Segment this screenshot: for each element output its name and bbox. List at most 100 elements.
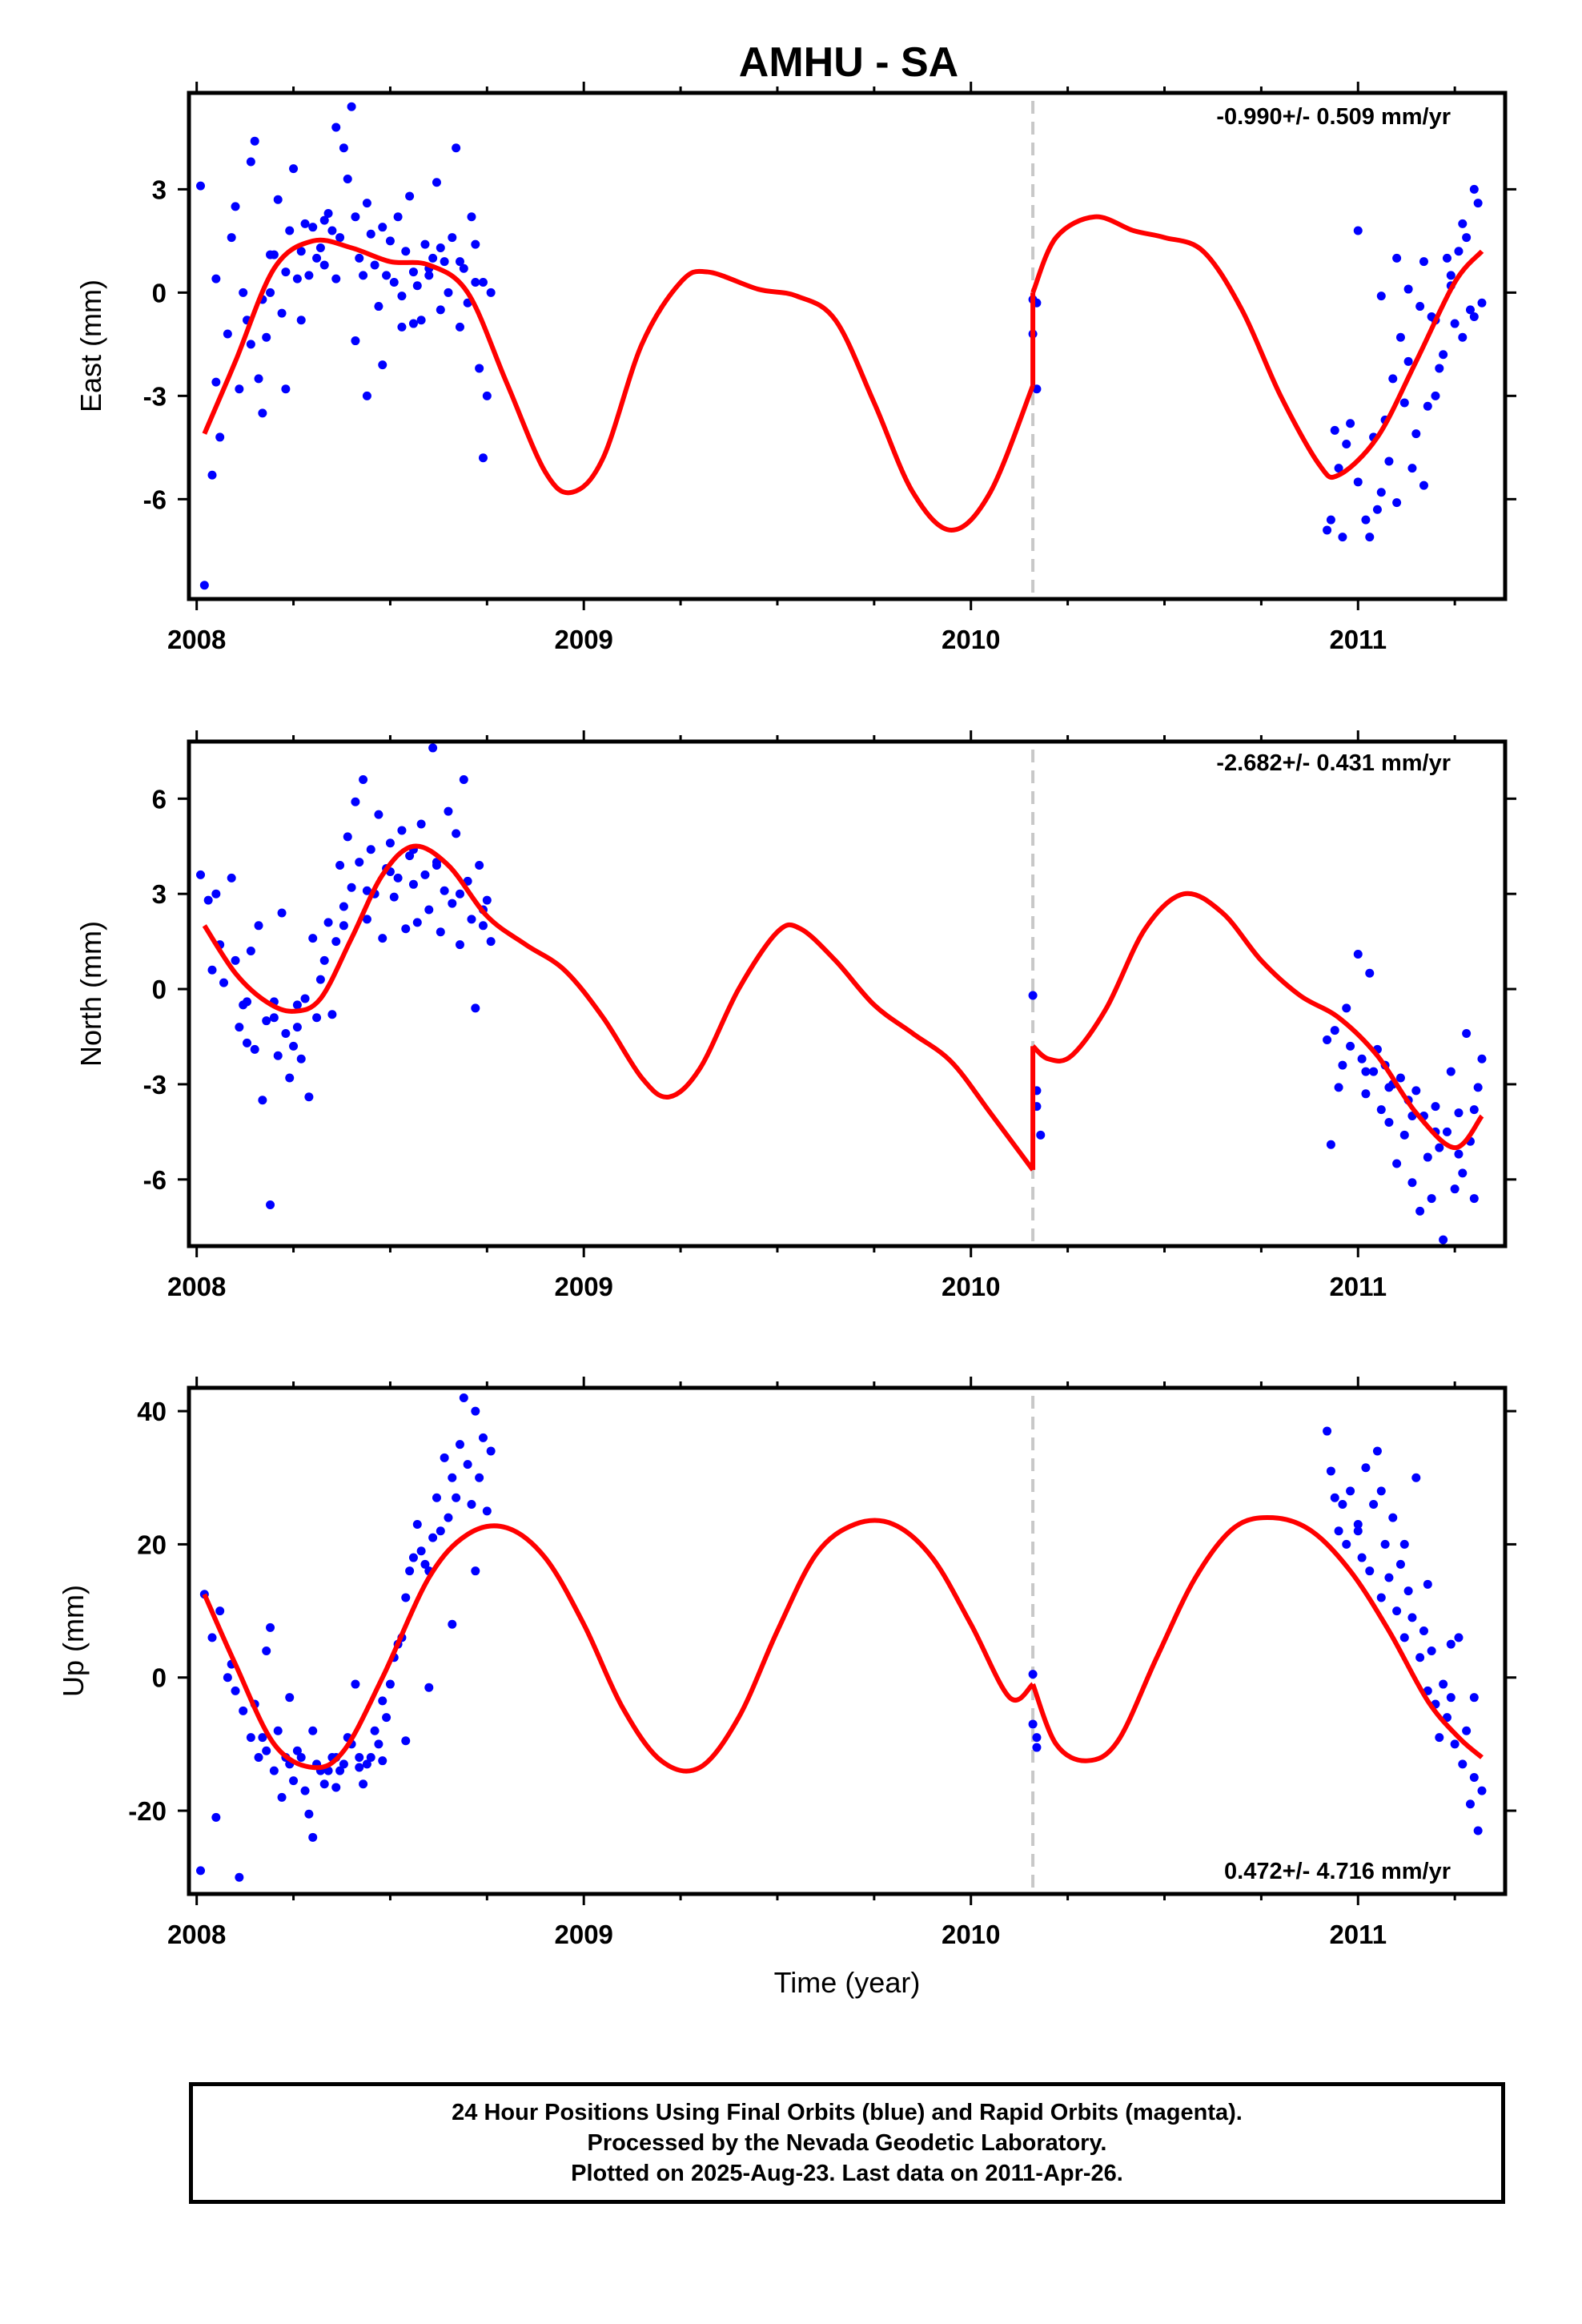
east-data-point: [347, 102, 356, 111]
north-model-curve: [202, 843, 1035, 1172]
up-data-point: [1330, 1493, 1339, 1502]
north-data-point: [1439, 1235, 1448, 1244]
up-data-point: [455, 1440, 464, 1449]
north-data-point: [1458, 1168, 1468, 1178]
east-data-point: [231, 202, 240, 211]
east-data-point: [436, 243, 445, 252]
up-data-point: [239, 1706, 248, 1715]
east-data-point: [296, 316, 306, 325]
east-data-point: [281, 384, 291, 394]
up-data-point: [277, 1792, 287, 1802]
north-data-point: [475, 861, 484, 870]
north-data-point: [1442, 1127, 1452, 1136]
east-data-point: [319, 215, 329, 225]
north-data-point: [258, 1096, 267, 1105]
up-data-point: [412, 1519, 422, 1529]
north-data-point: [308, 934, 318, 943]
north-data-point: [231, 955, 240, 965]
up-model-curve-2: [1030, 1514, 1484, 1763]
east-data-point: [1330, 425, 1339, 435]
east-data-point: [335, 233, 345, 243]
north-data-point: [1369, 1067, 1379, 1076]
up-data-point: [448, 1473, 457, 1482]
east-data-point: [459, 263, 468, 273]
north-data-point: [1399, 1130, 1409, 1140]
east-data-point: [1469, 184, 1479, 194]
north-data-point: [1346, 1041, 1355, 1051]
north-data-point: [467, 915, 476, 924]
east-data-point: [266, 287, 275, 297]
east-data-point: [277, 308, 287, 318]
east-ylabel: East (mm): [74, 279, 107, 412]
east-data-point: [482, 391, 492, 400]
east-data-point: [370, 260, 379, 270]
north-data-point: [331, 937, 341, 947]
up-data-point: [1338, 1500, 1347, 1510]
north-data-point: [281, 1029, 291, 1039]
north-data-point: [292, 1023, 302, 1032]
north-data-point: [277, 908, 287, 918]
north-data-point: [327, 1010, 337, 1019]
east-data-point: [1372, 505, 1382, 514]
east-data-point: [258, 408, 267, 418]
up-data-point: [1473, 1826, 1483, 1835]
north-y-tick-label: 0: [152, 975, 167, 1004]
east-data-point: [1388, 374, 1398, 384]
up-x-tick-label: 2011: [1329, 1920, 1387, 1949]
up-data-point: [1369, 1500, 1379, 1510]
east-data-point: [478, 277, 488, 287]
up-frame: [187, 1385, 1508, 1896]
east-data-point: [1334, 464, 1343, 473]
north-data-point: [1477, 1054, 1487, 1063]
east-data-point: [362, 199, 371, 208]
up-data-point: [420, 1559, 430, 1569]
east-data-point: [1353, 477, 1363, 487]
up-data-point: [1028, 1719, 1038, 1729]
north-data-point: [1446, 1067, 1456, 1076]
east-data-point: [1439, 350, 1448, 360]
east-data-point: [308, 223, 318, 232]
east-data-point: [486, 287, 496, 297]
north-x-tick-label: 2011: [1329, 1272, 1387, 1301]
up-panel: 2008 2009 2010 2011 40 20 0 -20 Up (mm) 0.472+/…: [57, 1377, 1516, 1949]
up-data-point: [482, 1506, 492, 1516]
up-data-point: [378, 1756, 387, 1766]
east-data-point: [382, 271, 391, 280]
up-data-point: [262, 1746, 271, 1755]
up-data-point: [471, 1406, 480, 1416]
up-data-point: [258, 1733, 267, 1743]
north-data-point: [339, 921, 348, 931]
up-data-point: [300, 1786, 310, 1795]
up-data-point: [1446, 1693, 1456, 1703]
east-data-point: [378, 223, 387, 232]
east-data-point: [1473, 199, 1483, 208]
east-data-point: [440, 257, 449, 267]
north-data-point: [285, 1073, 295, 1083]
east-data-point: [408, 267, 418, 277]
north-panel: 2008 2009 2010 2011 6 3 0 -3 -6 North (mm) -2.68…: [74, 730, 1516, 1301]
east-data-point: [467, 212, 476, 222]
east-data-point: [227, 233, 236, 243]
up-data-point: [428, 1533, 438, 1542]
up-data-point: [1392, 1606, 1402, 1616]
up-data-point: [1028, 1670, 1038, 1679]
east-data-point: [1392, 253, 1402, 263]
up-data-point: [207, 1633, 217, 1642]
up-data-point: [223, 1673, 232, 1683]
east-data-point: [378, 360, 387, 370]
up-data-point: [475, 1473, 484, 1482]
north-x-tick-label: 2009: [554, 1272, 612, 1301]
north-data-point: [1427, 1194, 1436, 1204]
up-data-point: [401, 1736, 411, 1746]
east-data-point: [397, 292, 407, 301]
east-data-point: [1346, 419, 1355, 428]
up-data-point: [1407, 1613, 1417, 1622]
north-y-tick-label: -6: [143, 1165, 167, 1195]
up-data-point: [1435, 1733, 1444, 1743]
up-data-point: [1032, 1743, 1042, 1752]
up-x-tick-label: 2010: [942, 1920, 1000, 1949]
up-data-point: [211, 1812, 221, 1822]
north-data-point: [412, 918, 422, 927]
east-data-point: [1376, 488, 1386, 497]
up-data-point: [374, 1739, 383, 1749]
